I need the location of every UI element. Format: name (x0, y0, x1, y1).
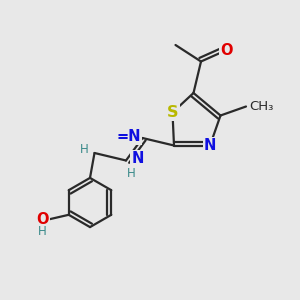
Text: H: H (38, 225, 47, 239)
Text: N: N (131, 151, 144, 166)
Text: CH₃: CH₃ (250, 100, 274, 113)
Text: O: O (36, 212, 49, 227)
Text: N: N (204, 138, 216, 153)
Text: =N: =N (117, 129, 141, 144)
Text: H: H (127, 167, 136, 180)
Text: H: H (80, 143, 89, 156)
Text: O: O (220, 43, 233, 58)
Text: S: S (167, 105, 178, 120)
